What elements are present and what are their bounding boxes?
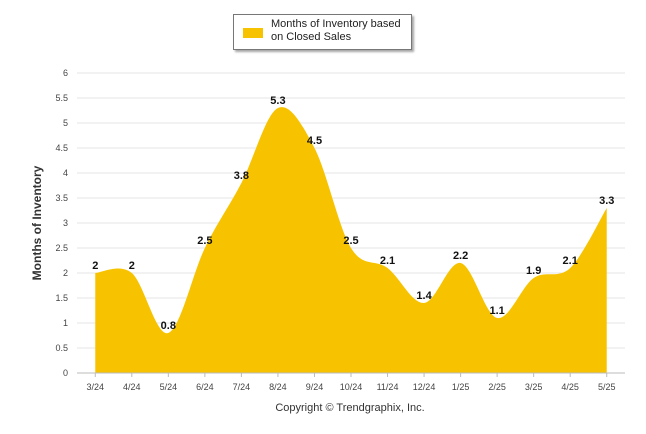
y-tick-label: 1.5 [55,293,68,303]
y-tick-label: 1 [63,318,68,328]
y-tick-label: 5.5 [55,93,68,103]
legend-label: Months of Inventory based on Closed Sale… [271,18,401,43]
data-label: 3.3 [599,195,614,207]
data-label: 2.1 [563,255,578,267]
x-tick-label: 4/24 [123,382,141,392]
data-label: 1.1 [489,305,504,317]
data-label: 5.3 [270,95,285,107]
data-label: 1.4 [416,290,432,302]
y-tick-label: 2 [63,268,68,278]
y-tick-label: 4.5 [55,143,68,153]
copyright-footer: Copyright © Trendgraphix, Inc. [275,402,425,414]
legend: Months of Inventory based on Closed Sale… [233,14,412,50]
area-series [95,107,607,373]
y-tick-label: 5 [63,118,68,128]
x-tick-label: 10/24 [340,382,363,392]
y-tick-label: 6 [63,68,68,78]
x-tick-label: 2/25 [488,382,506,392]
y-tick-label: 4 [63,168,68,178]
y-tick-label: 3.5 [55,193,68,203]
data-label: 2.2 [453,250,468,262]
y-tick-label: 2.5 [55,243,68,253]
data-label: 2 [129,260,135,272]
y-tick-label: 0 [63,368,68,378]
data-label: 2 [92,260,98,272]
x-tick-label: 9/24 [306,382,324,392]
x-tick-label: 6/24 [196,382,214,392]
y-tick-label: 0.5 [55,343,68,353]
x-tick-label: 4/25 [561,382,579,392]
data-label: 1.9 [526,265,541,277]
x-tick-label: 7/24 [233,382,251,392]
data-label: 0.8 [161,320,176,332]
x-tick-label: 1/25 [452,382,470,392]
x-tick-label: 12/24 [413,382,436,392]
x-tick-label: 3/25 [525,382,543,392]
y-axis-title: Months of Inventory [30,165,44,281]
legend-swatch [243,28,263,38]
x-tick-label: 3/24 [87,382,105,392]
data-label: 2.5 [197,235,212,247]
data-label: 4.5 [307,135,322,147]
y-tick-label: 3 [63,218,68,228]
x-tick-label: 11/24 [377,382,399,392]
data-label: 2.5 [343,235,358,247]
x-tick-label: 8/24 [269,382,287,392]
x-tick-label: 5/24 [160,382,178,392]
data-label: 3.8 [234,170,249,182]
data-label: 2.1 [380,255,395,267]
x-tick-label: 5/25 [598,382,616,392]
